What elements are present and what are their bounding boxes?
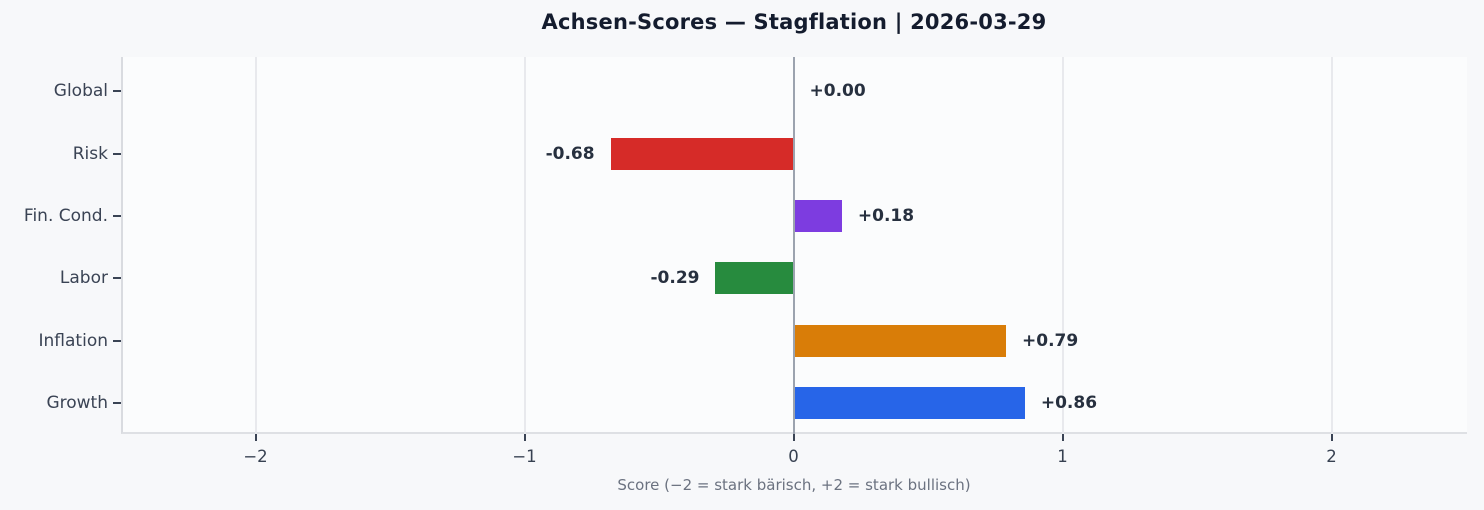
y-category-label-risk: Risk	[72, 143, 108, 164]
y-tick-mark	[113, 401, 121, 404]
value-label-global: +0.00	[809, 81, 866, 102]
gridline-x-2	[254, 57, 257, 434]
bar-fin-cond	[793, 199, 842, 232]
y-tick-mark	[113, 277, 121, 280]
x-tick-mark	[1330, 434, 1333, 441]
x-tick-label: 2	[1326, 447, 1337, 466]
value-label-growth: +0.86	[1040, 392, 1098, 413]
y-category-label-inflation: Inflation	[38, 330, 108, 351]
bar-inflation	[793, 324, 1006, 357]
x-tick-label: 0	[788, 447, 799, 466]
x-tick-mark	[523, 434, 526, 441]
x-tick-mark	[254, 434, 257, 441]
x-tick-mark	[792, 434, 795, 441]
y-category-label-fin-cond: Fin. Cond.	[23, 205, 108, 226]
x-tick-label: 1	[1057, 447, 1068, 466]
bar-growth	[793, 386, 1025, 419]
y-tick-mark	[113, 152, 121, 155]
bar-risk	[610, 137, 794, 170]
y-category-label-labor: Labor	[59, 268, 108, 289]
y-tick-mark	[113, 214, 121, 217]
y-tick-mark	[113, 90, 121, 93]
x-tick-label: −1	[512, 447, 537, 466]
y-tick-mark	[113, 339, 121, 342]
value-label-labor: -0.29	[650, 268, 700, 289]
gridline-x2	[1330, 57, 1333, 434]
value-label-fin-cond: +0.18	[857, 205, 915, 226]
chart-title: Achsen-Scores — Stagflation | 2026-03-29	[541, 10, 1047, 34]
bar-labor	[715, 262, 794, 295]
y-category-label-global: Global	[53, 81, 108, 102]
zero-line	[792, 57, 795, 434]
x-tick-mark	[1061, 434, 1064, 441]
x-axis-label: Score (−2 = stark bärisch, +2 = stark bu…	[617, 476, 971, 494]
x-tick-label: −2	[243, 447, 268, 466]
y-category-label-growth: Growth	[46, 392, 108, 413]
value-label-inflation: +0.79	[1022, 330, 1079, 351]
gridline-x-1	[523, 57, 526, 434]
gridline-x1	[1061, 57, 1064, 434]
value-label-risk: -0.68	[545, 143, 595, 164]
